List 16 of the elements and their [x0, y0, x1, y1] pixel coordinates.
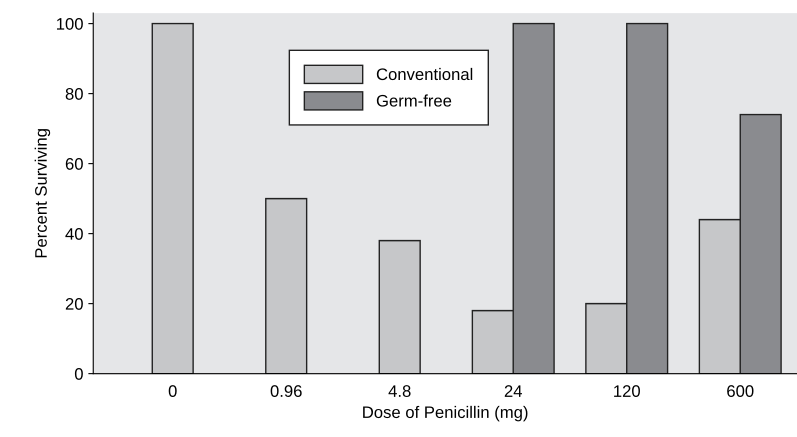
y-tick-label: 100 — [56, 18, 83, 30]
legend-label: Conventional — [376, 68, 472, 80]
x-tick-label: 120 — [614, 385, 640, 397]
y-tick-label: 0 — [74, 368, 83, 380]
x-tick-label: 0 — [168, 385, 177, 397]
y-axis-title: Percent Surviving — [34, 129, 50, 258]
x-tick-label: 0.96 — [270, 385, 302, 397]
legend-label: Germ-free — [376, 94, 452, 107]
y-tick-label: 40 — [65, 228, 83, 240]
x-tick-label: 600 — [727, 385, 754, 397]
y-tick-label: 80 — [66, 88, 83, 100]
y-tick-label: 60 — [66, 158, 83, 170]
x-axis-title: Dose of Penicillin (mg) — [363, 406, 528, 422]
x-tick-label: 24 — [504, 385, 522, 397]
x-tick-label: 4.8 — [388, 385, 411, 397]
y-tick-label: 20 — [66, 298, 83, 310]
